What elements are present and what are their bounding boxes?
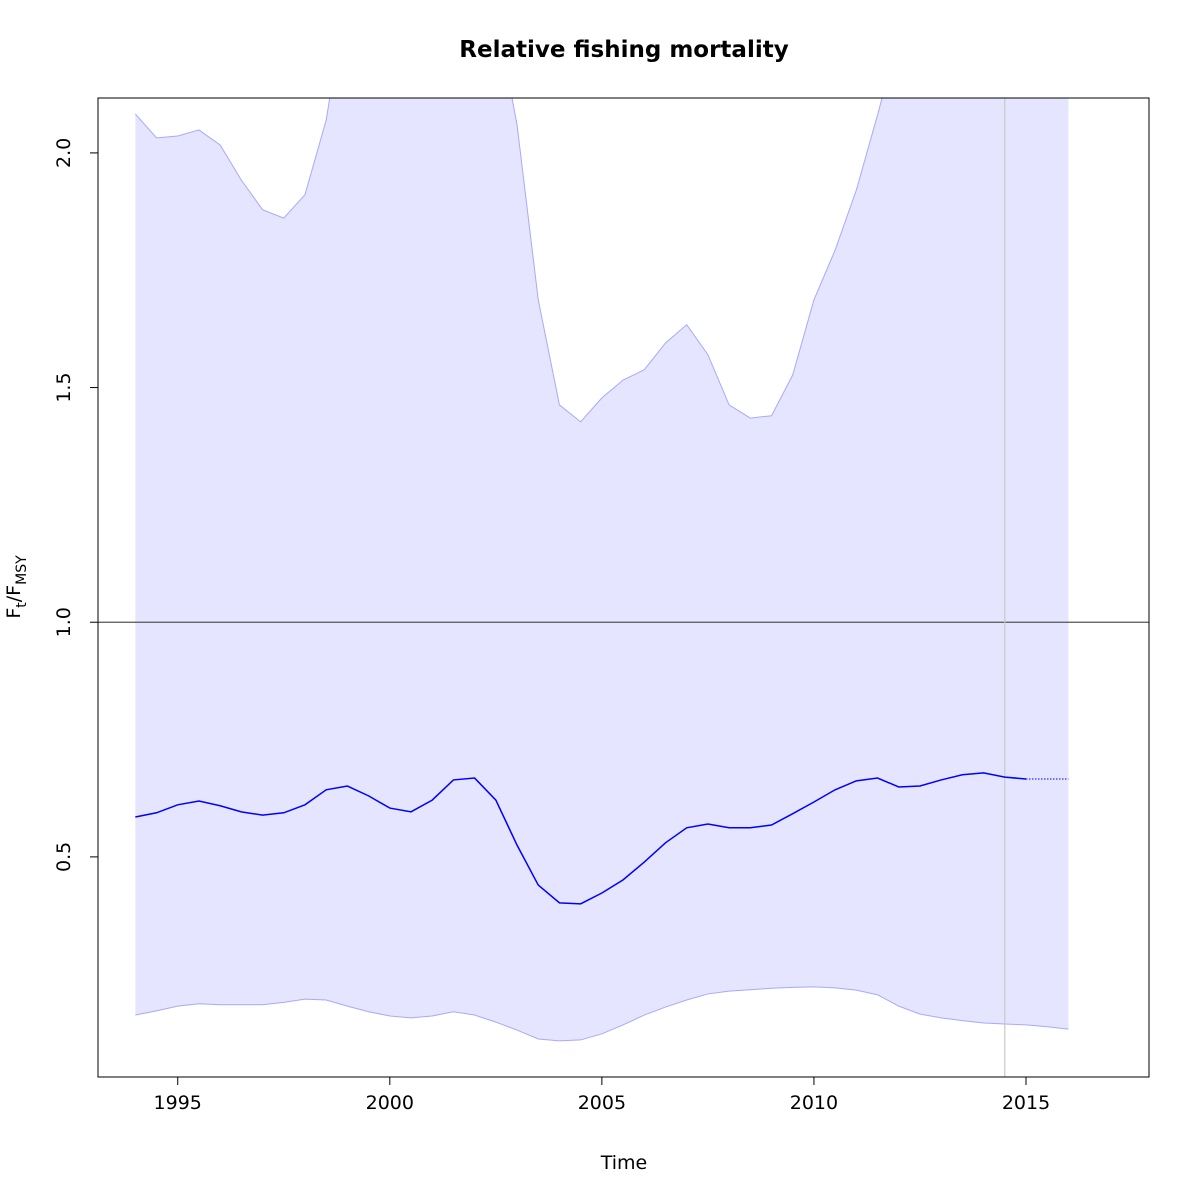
y-label-part: /F [3, 585, 25, 602]
x-axis-label: Time [600, 1152, 648, 1174]
y-tick-label: 2.0 [53, 138, 75, 168]
y-label-part: MSY [14, 555, 30, 585]
plot-area [98, 98, 1149, 1077]
x-tick-label: 2010 [790, 1092, 838, 1114]
ci-band [135, 98, 1069, 1041]
ci-lower [135, 986, 1069, 1042]
y-axis-label: Ft/FMSY [3, 555, 30, 619]
line [135, 772, 1027, 905]
y-tick-label: 1.5 [53, 372, 75, 402]
y-label-part: t [14, 602, 30, 608]
y-label-part: F [3, 608, 25, 619]
ci-upper [134, 98, 883, 423]
chart-title: Relative fishing mortality [459, 37, 788, 63]
x-tick-label: 2015 [1002, 1092, 1050, 1114]
plot-frame [97, 97, 1150, 1078]
y-tick-label: 1.0 [53, 607, 75, 637]
x-tick-label: 2005 [578, 1092, 626, 1114]
y-tick-label: 0.5 [53, 842, 75, 872]
x-tick-label: 2000 [366, 1092, 414, 1114]
x-tick-label: 1995 [154, 1092, 202, 1114]
